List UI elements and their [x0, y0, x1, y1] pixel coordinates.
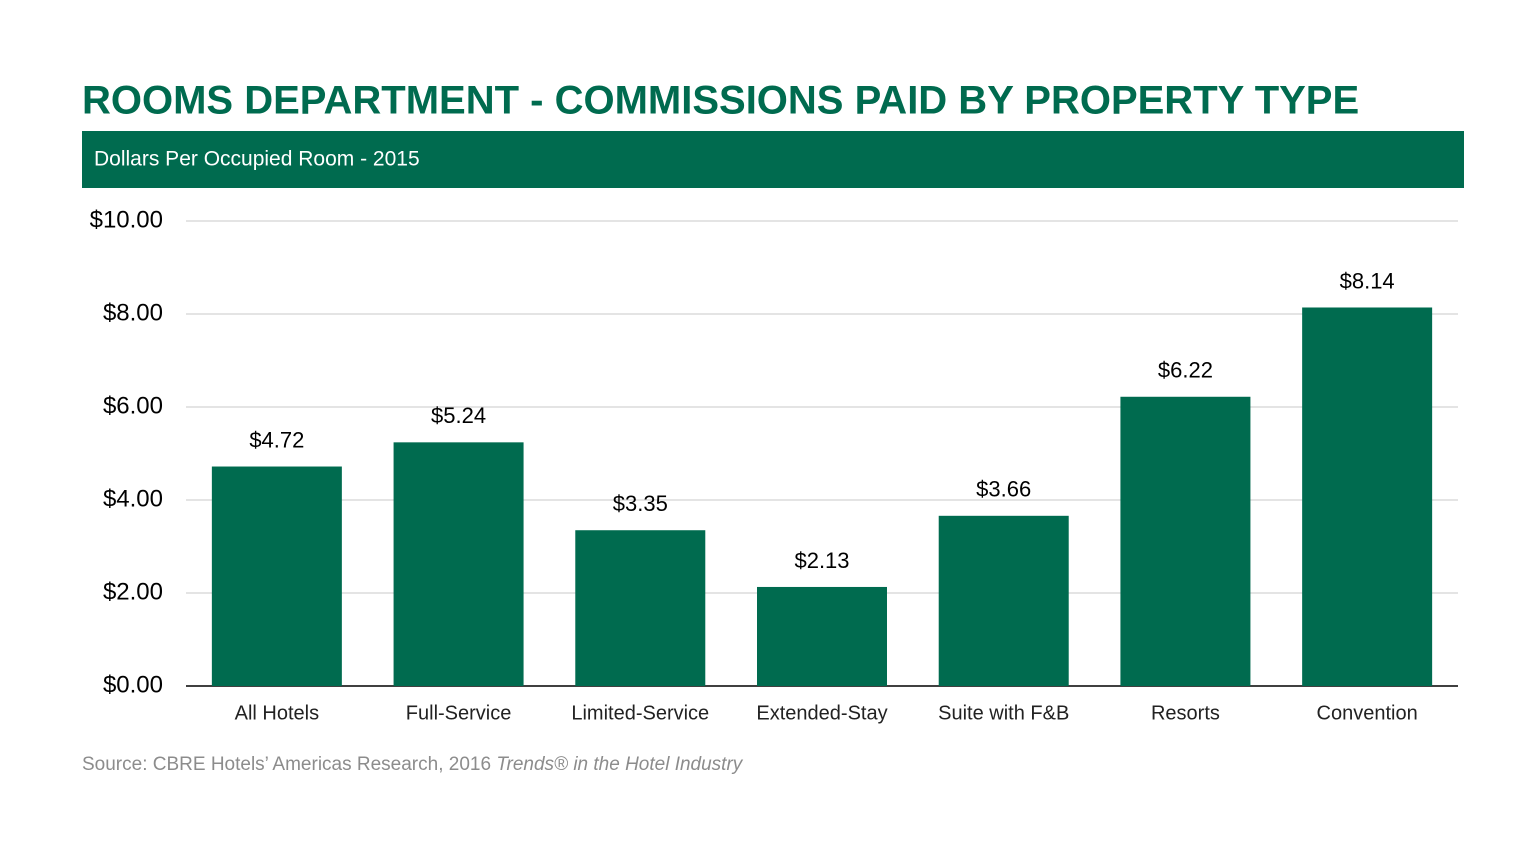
- x-tick-label: Full-Service: [406, 702, 512, 724]
- y-tick-label: $4.00: [103, 485, 163, 512]
- bar: [1120, 396, 1251, 686]
- source-text: Source: CBRE Hotels’ Americas Research, …: [82, 754, 491, 775]
- x-tick-label: Extended-Stay: [756, 702, 887, 724]
- source-italic: Trends® in the Hotel Industry: [496, 754, 743, 775]
- subtitle-banner: [82, 131, 1464, 188]
- value-label: $4.72: [249, 427, 304, 452]
- chart-title: ROOMS DEPARTMENT - COMMISSIONS PAID BY P…: [82, 79, 1359, 123]
- bar: [1302, 307, 1433, 686]
- x-tick-label: All Hotels: [235, 702, 319, 724]
- bar: [938, 515, 1069, 686]
- chart-subtitle: Dollars Per Occupied Room - 2015: [94, 148, 420, 171]
- y-tick-label: $6.00: [103, 392, 163, 419]
- value-label: $8.14: [1340, 268, 1395, 293]
- y-tick-label: $2.00: [103, 578, 163, 605]
- value-label: $3.35: [613, 491, 668, 516]
- value-label: $6.22: [1158, 358, 1213, 383]
- value-label: $3.66: [976, 477, 1031, 502]
- bar: [757, 586, 887, 686]
- x-tick-label: Resorts: [1151, 702, 1220, 724]
- value-label: $2.13: [794, 548, 849, 573]
- bar: [393, 442, 524, 686]
- bar: [211, 466, 342, 686]
- source-note: Source: CBRE Hotels’ Americas Research, …: [82, 754, 744, 775]
- y-tick-label: $8.00: [103, 299, 163, 326]
- x-tick-label: Suite with F&B: [938, 702, 1069, 724]
- bar: [575, 530, 706, 686]
- y-tick-label: $0.00: [103, 671, 163, 698]
- y-tick-label: $10.00: [90, 206, 163, 233]
- x-tick-label: Limited-Service: [571, 702, 709, 724]
- value-label: $5.24: [431, 403, 486, 428]
- x-tick-label: Convention: [1317, 702, 1418, 724]
